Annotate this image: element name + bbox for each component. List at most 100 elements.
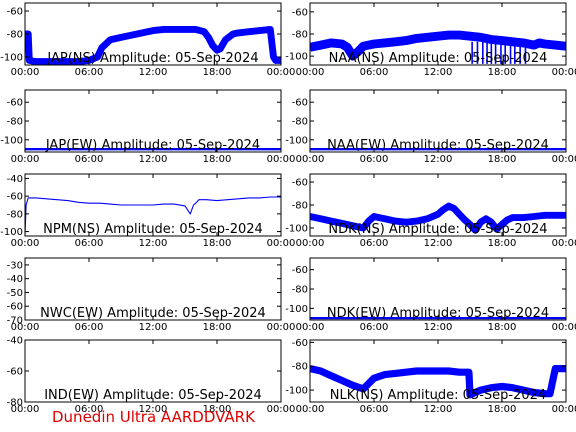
panel-title-ind-ew: IND(EW) Amplitude: 05-Sep-2024 — [44, 388, 262, 403]
xtick-label-naa-ew-3: 18:00 — [488, 154, 517, 165]
xtick-label-naa-ns-3: 18:00 — [488, 67, 517, 78]
xtick-label-jap-ew-0: 00:00 — [11, 154, 40, 165]
xtick-label-npm-ns-3: 18:00 — [203, 238, 232, 249]
xtick-label-ndk-ew-0: 00:00 — [296, 322, 325, 333]
ytick-label-nwc-ew-4: -30 — [7, 260, 23, 271]
xtick-label-ndk-ns-2: 12:00 — [424, 238, 453, 249]
xtick-label-jap-ew-4: 00:00 — [267, 154, 296, 165]
xtick-label-naa-ns-0: 00:00 — [296, 67, 325, 78]
xtick-label-jap-ew-3: 18:00 — [203, 154, 232, 165]
trace-nlk-ns-0 — [310, 365, 566, 399]
ytick-label-nwc-ew-1: -60 — [7, 302, 23, 313]
xtick-label-ndk-ew-1: 06:00 — [360, 322, 389, 333]
ytick-label-naa-ew-1: -80 — [292, 117, 308, 128]
xtick-label-naa-ew-4: 00:00 — [552, 154, 576, 165]
ytick-label-ind-ew-2: -40 — [7, 336, 23, 347]
ytick-label-ndk-ns-1: -80 — [292, 201, 308, 212]
panel-nwc-ew: -70 -60 -50 -40 -30 00:00 06:00 12:00 18:00 00:00… — [7, 257, 296, 333]
panel-title-nlk-ns: NLK(NS) Amplitude: 05-Sep-2024 — [330, 388, 546, 403]
ytick-label-naa-ns-2: -60 — [292, 7, 308, 18]
panel-title-naa-ew: NAA(EW) Amplitude: 05-Sep-2024 — [327, 138, 549, 153]
panel-title-npm-ns: NPM(NS) Amplitude: 05-Sep-2024 — [43, 222, 263, 237]
ytick-label-npm-ns-0: -100 — [0, 227, 23, 238]
xtick-label-npm-ns-4: 00:00 — [267, 238, 296, 249]
xtick-label-jap-ew-1: 06:00 — [75, 154, 104, 165]
ytick-label-ndk-ew-1: -80 — [292, 285, 308, 296]
ytick-label-jap-ns-2: -60 — [7, 7, 23, 18]
xtick-label-nlk-ns-1: 06:00 — [360, 404, 389, 415]
ytick-label-nwc-ew-3: -40 — [7, 274, 23, 285]
panel-title-naa-ns: NAA(NS) Amplitude: 05-Sep-2024 — [329, 51, 548, 66]
xtick-label-ind-ew-1: 06:00 — [75, 404, 104, 415]
xtick-label-npm-ns-0: 00:00 — [11, 238, 40, 249]
ytick-label-naa-ns-1: -80 — [292, 30, 308, 41]
xtick-label-nwc-ew-4: 00:00 — [267, 322, 296, 333]
ytick-label-naa-ew-0: -100 — [285, 135, 308, 146]
xtick-label-jap-ns-3: 18:00 — [203, 67, 232, 78]
xtick-label-ind-ew-0: 00:00 — [11, 404, 40, 415]
xtick-label-nwc-ew-0: 00:00 — [11, 322, 40, 333]
xtick-label-nlk-ns-4: 00:00 — [552, 404, 576, 415]
ytick-label-ndk-ew-0: -100 — [285, 304, 308, 315]
ytick-label-nlk-ns-1: -80 — [292, 362, 308, 373]
ytick-label-nlk-ns-0: -100 — [285, 386, 308, 397]
trace-naa-ns-0 — [310, 30, 566, 61]
panel-ndk-ew: -100 -80 -60 00:00 06:00 12:00 18:00 00:00NDK(E… — [285, 257, 576, 333]
trace-npm-ns-0 — [25, 196, 281, 235]
panel-ndk-ns: -100-80-6000:0006:0012:0018:0000:00NDK(N… — [285, 173, 576, 249]
xtick-label-nwc-ew-2: 12:00 — [139, 322, 168, 333]
ytick-label-jap-ns-1: -80 — [7, 30, 23, 41]
xtick-label-ndk-ns-0: 00:00 — [296, 238, 325, 249]
xtick-label-nwc-ew-1: 06:00 — [75, 322, 104, 333]
ytick-label-jap-ew-0: -100 — [0, 135, 23, 146]
panel-jap-ns: -100 -80 -60 00:00 06:00 12:00 18:00 00:00 JAP(N… — [0, 2, 296, 78]
ytick-label-jap-ns-0: -100 — [0, 52, 23, 63]
ytick-label-ndk-ns-0: -100 — [285, 223, 308, 234]
panel-title-nwc-ew: NWC(EW) Amplitude: 05-Sep-2024 — [40, 306, 266, 321]
xtick-label-jap-ns-1: 06:00 — [75, 67, 104, 78]
panel-title-ndk-ew: NDK(EW) Amplitude: 05-Sep-2024 — [327, 306, 549, 321]
panel-jap-ew: -100 -80 -60 00:00 06:00 12:00 18:00 00:00 JAP(E… — [0, 89, 296, 165]
xtick-label-nwc-ew-3: 18:00 — [203, 322, 232, 333]
xtick-label-naa-ew-1: 06:00 — [360, 154, 389, 165]
xtick-label-ind-ew-3: 18:00 — [203, 404, 232, 415]
xtick-label-jap-ns-4: 00:00 — [267, 67, 296, 78]
xtick-label-ndk-ns-4: 00:00 — [552, 238, 576, 249]
ytick-label-nwc-ew-0: -70 — [7, 316, 23, 327]
xtick-label-jap-ns-2: 12:00 — [139, 67, 168, 78]
xtick-label-ind-ew-4: 00:00 — [267, 404, 296, 415]
xtick-label-jap-ns-0: 00:00 — [11, 67, 40, 78]
ytick-label-naa-ns-0: -100 — [285, 52, 308, 63]
ytick-label-jap-ew-2: -60 — [7, 98, 23, 109]
xtick-label-ndk-ns-3: 18:00 — [488, 238, 517, 249]
ytick-label-jap-ew-1: -80 — [7, 117, 23, 128]
panel-ind-ew: -80 -60 -40 00:00 06:00 12:00 18:00 00:00 IND(EW… — [7, 336, 296, 416]
panel-naa-ew: -100 -80 -60 00:00 06:00 12:00 18:00 00:00NAA(E… — [285, 89, 576, 165]
ytick-label-naa-ew-2: -60 — [292, 98, 308, 109]
panel-naa-ns: -100 -80 -60 00:00 06:00 12:00 18:00 00:00 NAA(N… — [285, 2, 576, 78]
xtick-label-naa-ns-4: 00:00 — [552, 67, 576, 78]
panel-title-ndk-ns: NDK(NS) Amplitude: 05-Sep-2024 — [328, 222, 547, 237]
xtick-label-naa-ew-0: 00:00 — [296, 154, 325, 165]
xtick-label-jap-ew-2: 12:00 — [139, 154, 168, 165]
xtick-label-ndk-ew-3: 18:00 — [488, 322, 517, 333]
trace-jap-ns-0 — [25, 25, 281, 65]
ytick-label-ind-ew-1: -60 — [7, 367, 23, 378]
xtick-label-npm-ns-2: 12:00 — [139, 238, 168, 249]
ytick-label-ndk-ns-2: -60 — [292, 178, 308, 189]
panel-title-jap-ew: JAP(EW) Amplitude: 05-Sep-2024 — [45, 138, 260, 153]
xtick-label-npm-ns-1: 06:00 — [75, 238, 104, 249]
ytick-label-npm-ns-3: -40 — [7, 174, 23, 185]
ytick-label-npm-ns-2: -60 — [7, 192, 23, 203]
xtick-label-nlk-ns-2: 12:00 — [424, 404, 453, 415]
xtick-label-ndk-ew-2: 12:00 — [424, 322, 453, 333]
ytick-label-ndk-ew-2: -60 — [292, 265, 308, 276]
xtick-label-ndk-ew-4: 00:00 — [552, 322, 576, 333]
footer-label: Dunedin Ultra AARDDVARK — [52, 408, 255, 426]
xtick-label-naa-ns-1: 06:00 — [360, 67, 389, 78]
panel-title-jap-ns: JAP(NS) Amplitude: 05-Sep-2024 — [46, 51, 258, 66]
xtick-label-nlk-ns-3: 18:00 — [488, 404, 517, 415]
xtick-label-ndk-ns-1: 06:00 — [360, 238, 389, 249]
